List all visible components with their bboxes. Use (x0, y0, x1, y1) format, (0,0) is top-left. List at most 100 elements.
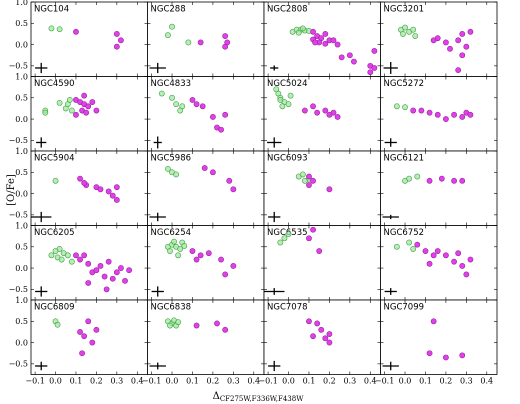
data-point-second-generation (85, 260, 92, 267)
data-point-first-generation (167, 248, 173, 254)
data-point-first-generation (287, 92, 294, 99)
data-point-second-generation (193, 256, 200, 263)
data-point-second-generation (443, 39, 449, 46)
data-point-second-generation (113, 184, 120, 191)
data-point-second-generation (81, 92, 88, 99)
data-point-second-generation (459, 52, 466, 59)
data-point-second-generation (306, 182, 312, 188)
data-point-second-generation (367, 69, 374, 76)
data-point-first-generation (277, 239, 284, 246)
data-point-first-generation (171, 238, 177, 245)
x-tick-label: −0.1 (258, 377, 277, 386)
data-point-second-generation (451, 258, 457, 265)
data-point-second-generation (314, 320, 321, 327)
data-point-second-generation (322, 31, 329, 37)
panel-ngc4833: NGC4833 (147, 76, 265, 152)
data-point-second-generation (312, 39, 318, 46)
x-tick-label: 0.3 (460, 377, 473, 386)
data-point-second-generation (210, 169, 216, 176)
panel-ngc6838: NGC6838 −0.1 0.0 0.1 0.2 0.3 0.4 (142, 299, 265, 386)
panel-frame (30, 76, 148, 152)
data-point-first-generation (64, 252, 71, 259)
data-point-second-generation (199, 103, 206, 110)
data-point-second-generation (79, 350, 85, 357)
y-tick-label: −0.5 (9, 62, 28, 71)
data-point-second-generation (113, 197, 120, 203)
panel-ngc6121: NGC6121 (380, 150, 498, 226)
data-point-second-generation (414, 241, 421, 248)
data-point-second-generation (77, 329, 83, 335)
data-point-second-generation (418, 107, 425, 114)
data-point-second-generation (434, 111, 441, 118)
data-point-second-generation (447, 45, 453, 52)
data-point-second-generation (101, 273, 108, 280)
data-point-second-generation (113, 269, 120, 276)
data-point-second-generation (113, 43, 120, 50)
panel-label: NGC6254 (151, 228, 192, 238)
x-tick-label: 0.2 (440, 377, 453, 386)
panel-frame (147, 150, 265, 226)
data-point-second-generation (316, 248, 323, 254)
panel-frame (380, 150, 498, 226)
data-point-second-generation (326, 339, 333, 346)
data-point-first-generation (414, 173, 421, 180)
panel-ngc6254: NGC6254 (147, 225, 265, 301)
data-point-second-generation (218, 126, 224, 133)
data-point-second-generation (93, 267, 100, 274)
data-point-second-generation (306, 235, 312, 242)
data-point-first-generation (177, 107, 184, 114)
data-point-second-generation (89, 339, 96, 346)
x-tick-label: −0.1 (142, 377, 161, 386)
data-point-first-generation (299, 25, 306, 32)
data-point-first-generation (54, 321, 61, 328)
data-point-second-generation (113, 31, 120, 37)
data-point-second-generation (371, 48, 378, 54)
x-tick-label: 0.4 (247, 377, 260, 386)
data-point-second-generation (351, 58, 357, 65)
x-tick-label: 0.0 (399, 377, 412, 386)
data-point-second-generation (455, 250, 462, 257)
panel-ngc5904: NGC5904 −0.5 0.0 0.5 1.0 (9, 147, 148, 226)
panel-label: NGC288 (151, 5, 186, 15)
data-point-second-generation (438, 175, 445, 182)
data-point-second-generation (85, 280, 92, 286)
x-tick-label: 0.3 (227, 377, 240, 386)
x-tick-label: 0.3 (343, 377, 356, 386)
data-point-first-generation (175, 319, 182, 326)
panel-label: NGC2808 (267, 5, 308, 15)
data-point-first-generation (66, 97, 73, 103)
panel-frame (30, 1, 148, 77)
data-point-first-generation (165, 32, 171, 39)
data-point-second-generation (322, 40, 329, 47)
y-tick-label: −0.5 (9, 211, 28, 220)
y-tick-label: 0.5 (15, 19, 28, 28)
y-tick-label: 0.5 (15, 94, 28, 103)
data-point-second-generation (326, 186, 333, 193)
data-point-second-generation (118, 265, 124, 271)
data-point-first-generation (412, 33, 419, 39)
data-point-second-generation (201, 165, 208, 171)
data-point-first-generation (177, 246, 184, 252)
data-point-second-generation (459, 352, 466, 359)
data-point-second-generation (189, 97, 196, 103)
y-tick-label: 0.0 (15, 264, 28, 273)
data-point-first-generation (165, 165, 171, 172)
data-point-second-generation (118, 37, 124, 44)
data-point-first-generation (393, 103, 400, 110)
panel-ngc6809: NGC6809 −0.5 0.0 0.5 1.0 −0.1 0.0 0.1 0.2 0.3 0.4 (9, 296, 148, 386)
data-point-second-generation (103, 286, 110, 293)
x-axis-label: ΔCF275W,F336W,F438W (213, 391, 305, 403)
data-point-first-generation (56, 26, 63, 33)
y-tick-label: 0.5 (15, 317, 28, 326)
panel-frame (147, 225, 265, 301)
data-point-first-generation (169, 94, 175, 101)
data-point-second-generation (109, 192, 116, 199)
x-axis-label-symbol: Δ (213, 391, 220, 402)
panel-label: NGC5024 (267, 79, 308, 89)
panel-label: NGC5904 (34, 154, 75, 164)
data-point-first-generation (393, 243, 400, 250)
panel-ngc104: NGC104 −0.5 0.0 0.5 1.0 (9, 0, 148, 77)
data-point-second-generation (430, 318, 437, 325)
y-tick-label: 1.0 (15, 0, 28, 7)
data-point-second-generation (326, 331, 333, 337)
